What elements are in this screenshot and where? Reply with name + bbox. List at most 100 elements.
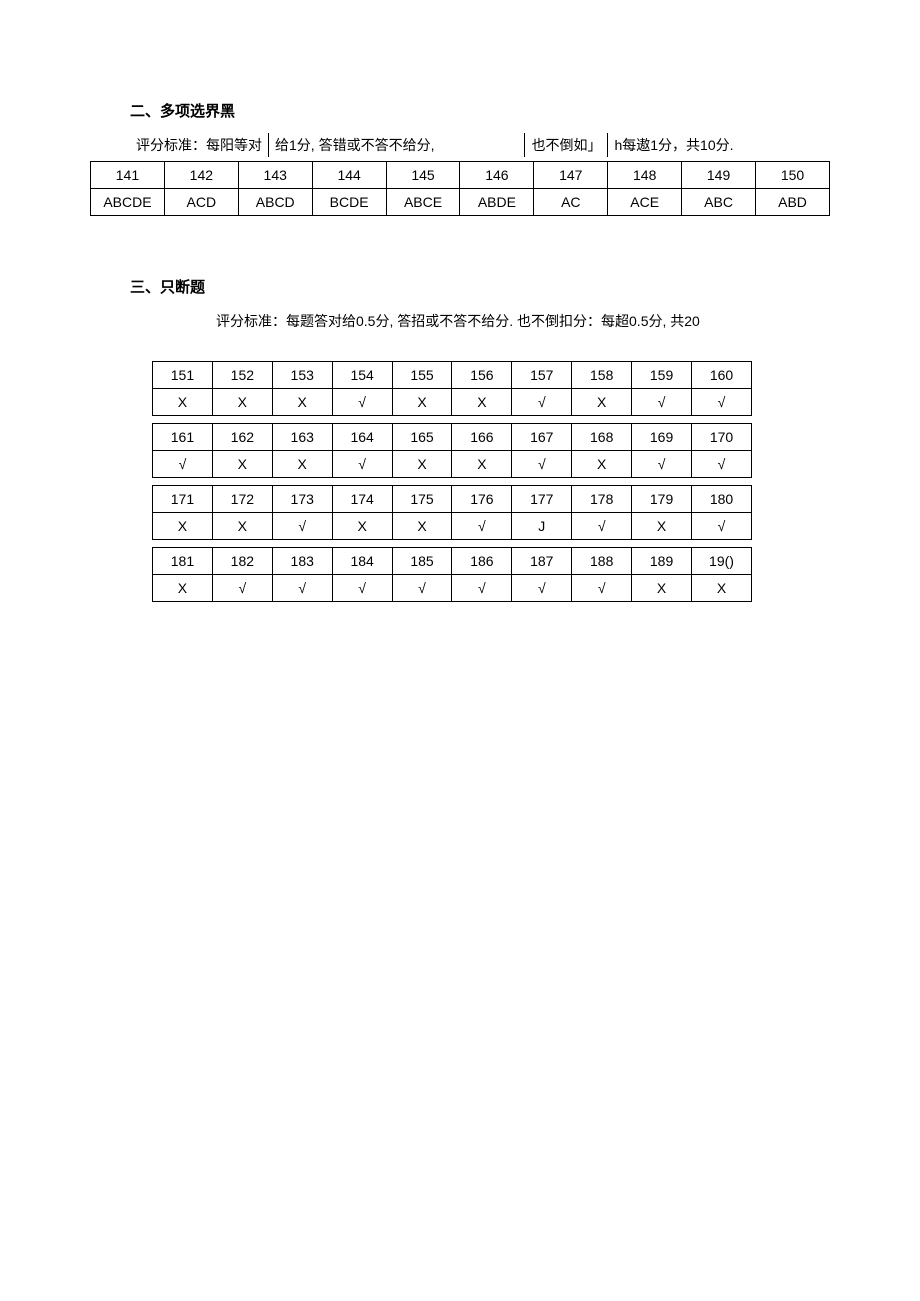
table-cell: ABCDE <box>91 189 165 216</box>
table-cell: 156 <box>452 362 512 389</box>
table-cell: √ <box>692 513 752 540</box>
table-row: 171 172 173 174 175 176 177 178 179 180 <box>153 486 752 513</box>
table-cell: √ <box>632 451 692 478</box>
table-cell: 143 <box>238 162 312 189</box>
table-cell: 188 <box>572 548 632 575</box>
table-cell: 166 <box>452 424 512 451</box>
rubric-seg2: 给1分, 答错或不答不给分, <box>268 133 524 157</box>
table-row: 161 162 163 164 165 166 167 168 169 170 <box>153 424 752 451</box>
table-cell: 175 <box>392 486 452 513</box>
table-cell: √ <box>572 575 632 602</box>
table-cell: X <box>272 451 332 478</box>
table-cell: 171 <box>153 486 213 513</box>
table-row: √ X X √ X X √ X √ √ <box>153 451 752 478</box>
table-row: 151 152 153 154 155 156 157 158 159 160 <box>153 362 752 389</box>
table-cell: X <box>572 451 632 478</box>
table-cell: √ <box>452 575 512 602</box>
section-multiple-choice: 二、多项选界黑 评分标准：每阳等对 给1分, 答错或不答不给分, 也不倒如」 h… <box>90 100 830 216</box>
table-cell: 154 <box>332 362 392 389</box>
table-cell: 170 <box>692 424 752 451</box>
table-cell: 186 <box>452 548 512 575</box>
section3-title: 三、只断题 <box>130 276 830 297</box>
table-cell: 145 <box>386 162 460 189</box>
table-cell: 185 <box>392 548 452 575</box>
table-row: 141 142 143 144 145 146 147 148 149 150 <box>91 162 830 189</box>
table-cell: 161 <box>153 424 213 451</box>
table-cell: 163 <box>272 424 332 451</box>
table-cell: 180 <box>692 486 752 513</box>
section3-rubric-row: 评分标准：每题答对给0.5分, 答招或不答不给分. 也不倒扣分：每超0.5分, … <box>90 309 830 333</box>
table-cell: ABCE <box>386 189 460 216</box>
table-cell: √ <box>692 451 752 478</box>
table-cell: √ <box>512 389 572 416</box>
table-cell: X <box>272 389 332 416</box>
table-cell: X <box>452 451 512 478</box>
table-row: 181 182 183 184 185 186 187 188 189 19() <box>153 548 752 575</box>
table-cell: 144 <box>312 162 386 189</box>
table-cell: 158 <box>572 362 632 389</box>
table-cell: X <box>153 513 213 540</box>
table-cell: ACD <box>164 189 238 216</box>
rubric-seg3: 也不倒如」 <box>524 133 607 157</box>
table-cell: √ <box>332 389 392 416</box>
table-cell: 173 <box>272 486 332 513</box>
table-cell: 174 <box>332 486 392 513</box>
table-cell: X <box>212 451 272 478</box>
table-cell: 184 <box>332 548 392 575</box>
table-cell: √ <box>632 389 692 416</box>
table-cell: 165 <box>392 424 452 451</box>
table-cell: X <box>153 389 213 416</box>
table-cell: √ <box>332 451 392 478</box>
table-cell: 141 <box>91 162 165 189</box>
table-cell: J <box>512 513 572 540</box>
table-cell: BCDE <box>312 189 386 216</box>
table-cell: 153 <box>272 362 332 389</box>
table-cell: 146 <box>460 162 534 189</box>
table-cell: 147 <box>534 162 608 189</box>
table-cell: X <box>452 389 512 416</box>
table-cell: 189 <box>632 548 692 575</box>
table-cell: 182 <box>212 548 272 575</box>
section2-rubric: 评分标准：每阳等对 给1分, 答错或不答不给分, 也不倒如」 h每遨1分，共10… <box>90 133 830 157</box>
table-cell: ABDE <box>460 189 534 216</box>
table-cell: X <box>692 575 752 602</box>
table-row: X X X √ X X √ X √ √ <box>153 389 752 416</box>
table-cell: X <box>392 513 452 540</box>
table-row: X √ √ √ √ √ √ √ X X <box>153 575 752 602</box>
table-cell: √ <box>272 513 332 540</box>
table-cell: 142 <box>164 162 238 189</box>
table-cell: 150 <box>756 162 830 189</box>
table-cell: X <box>153 575 213 602</box>
table-cell: 179 <box>632 486 692 513</box>
table-cell: √ <box>572 513 632 540</box>
table-cell: ABC <box>682 189 756 216</box>
table-cell: 187 <box>512 548 572 575</box>
table-cell: 172 <box>212 486 272 513</box>
section-true-false: 三、只断题 评分标准：每题答对给0.5分, 答招或不答不给分. 也不倒扣分：每超… <box>90 276 830 602</box>
table-cell: 162 <box>212 424 272 451</box>
table-cell: 176 <box>452 486 512 513</box>
rubric-seg1: 评分标准：每阳等对 <box>130 133 268 157</box>
table-cell: 181 <box>153 548 213 575</box>
table-cell: 157 <box>512 362 572 389</box>
table-cell: X <box>572 389 632 416</box>
table-cell: X <box>392 451 452 478</box>
table-cell: 167 <box>512 424 572 451</box>
table-cell: 164 <box>332 424 392 451</box>
table-cell: 19() <box>692 548 752 575</box>
table-cell: √ <box>512 451 572 478</box>
section2-title: 二、多项选界黑 <box>130 100 830 121</box>
table-cell: X <box>632 575 692 602</box>
table-cell: ACE <box>608 189 682 216</box>
table-cell: 151 <box>153 362 213 389</box>
table-cell: √ <box>153 451 213 478</box>
table-row: ABCDE ACD ABCD BCDE ABCE ABDE AC ACE ABC… <box>91 189 830 216</box>
rubric-seg4: h每遨1分，共10分. <box>607 133 739 157</box>
table-cell: 152 <box>212 362 272 389</box>
table-cell: 155 <box>392 362 452 389</box>
table-cell: X <box>212 389 272 416</box>
table-cell: X <box>632 513 692 540</box>
table-cell: ABCD <box>238 189 312 216</box>
table-cell: √ <box>272 575 332 602</box>
table-cell: √ <box>332 575 392 602</box>
